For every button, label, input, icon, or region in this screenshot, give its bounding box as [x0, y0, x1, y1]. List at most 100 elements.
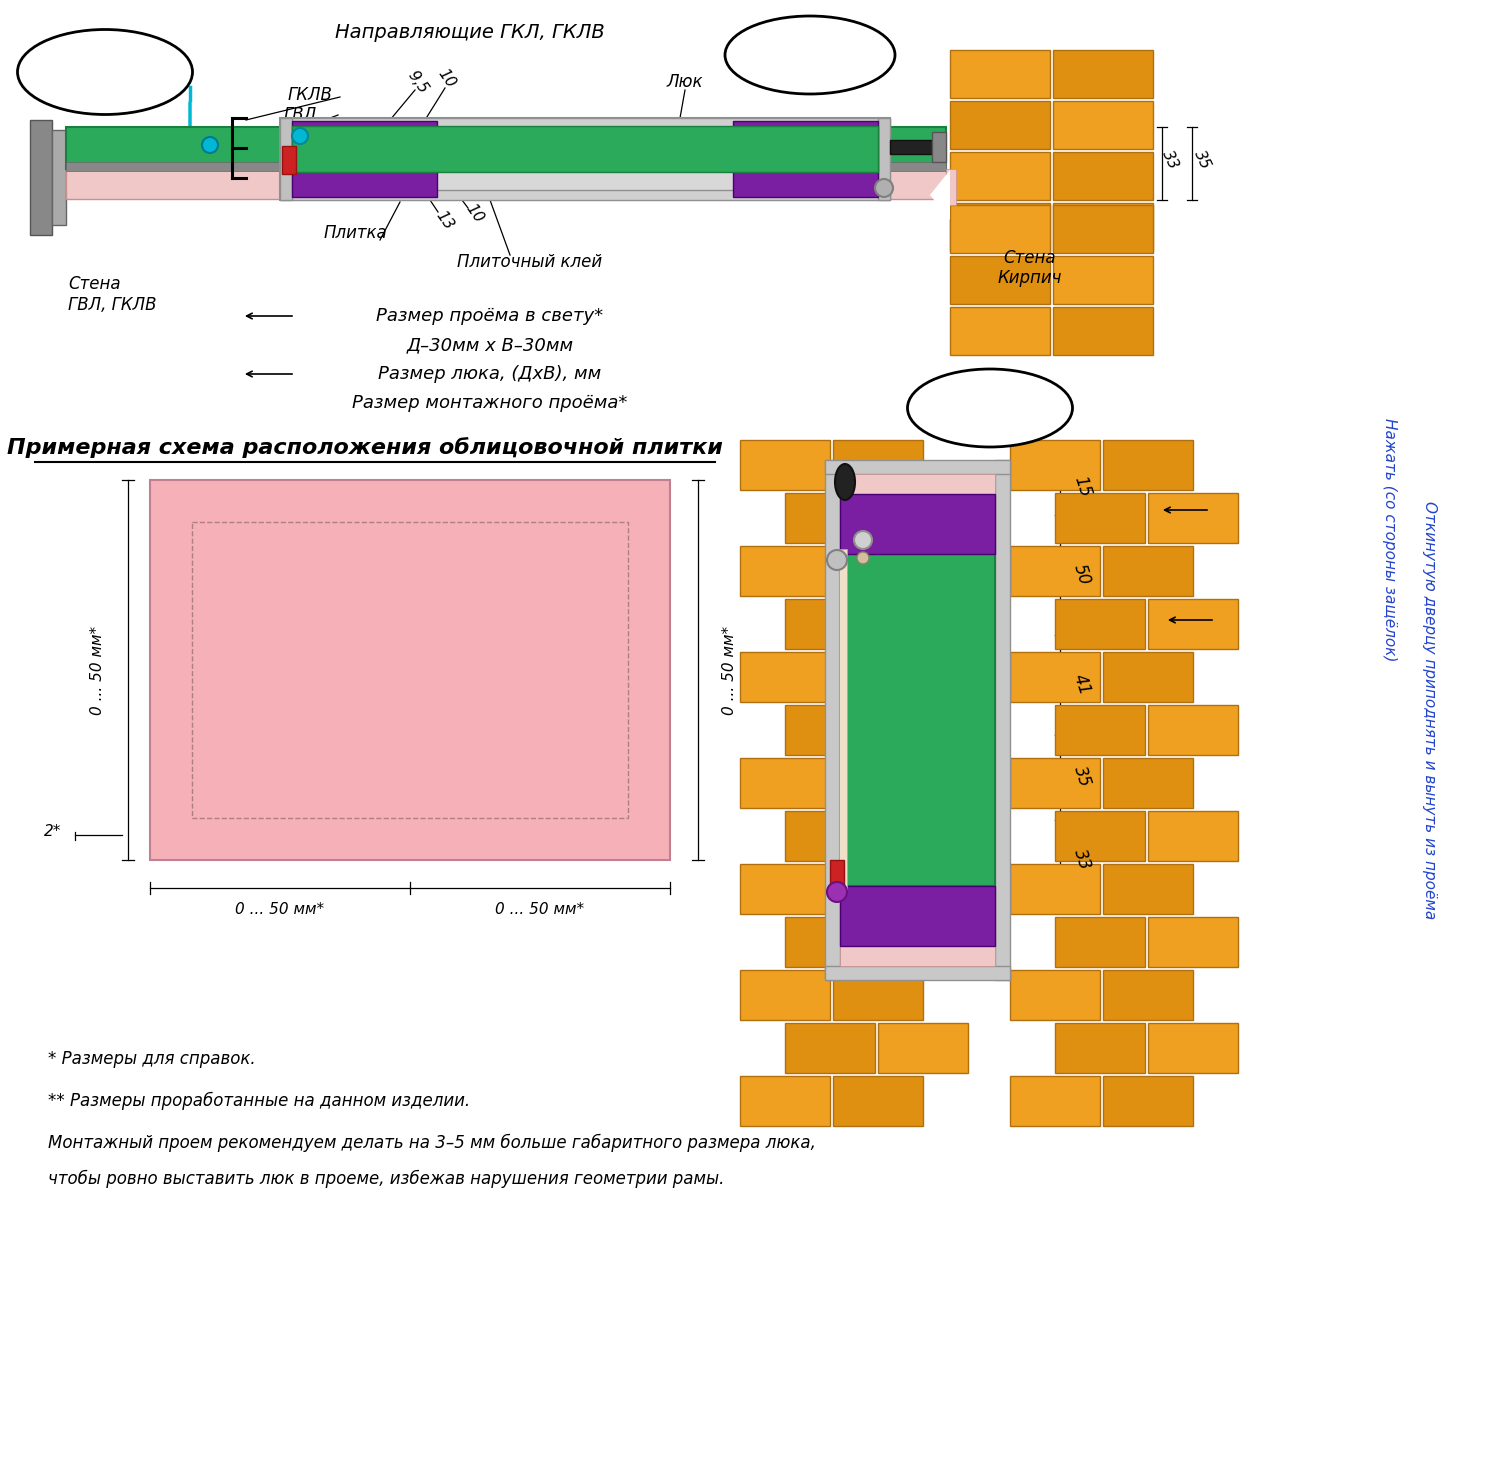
Text: 10: 10	[435, 66, 459, 91]
Text: Монтажный проем рекомендуем делать на 3–5 мм больше габаритного размера люка,: Монтажный проем рекомендуем делать на 3–…	[48, 1135, 816, 1152]
Text: Размер проёма в свету*: Размер проёма в свету*	[376, 307, 603, 325]
Bar	[825, 966, 1010, 979]
Bar	[192, 523, 628, 818]
Bar	[282, 146, 296, 174]
Text: 10: 10	[464, 201, 486, 225]
Text: Плиточный клей: Плиточный клей	[458, 253, 603, 271]
Bar	[950, 203, 1050, 250]
Bar	[878, 811, 968, 861]
Bar	[784, 706, 874, 755]
Bar	[1054, 706, 1144, 755]
Text: ГВЛ: ГВЛ	[284, 105, 316, 124]
Bar	[825, 460, 1010, 979]
Polygon shape	[930, 170, 950, 220]
Text: Откинутую дверцу приподнять и вынуть из проёма: Откинутую дверцу приподнять и вынуть из …	[1422, 501, 1437, 919]
Bar	[1010, 971, 1100, 1020]
Ellipse shape	[18, 29, 192, 114]
Bar	[878, 1023, 968, 1073]
Bar	[833, 1076, 922, 1126]
Text: 13: 13	[433, 208, 456, 233]
Bar	[833, 441, 922, 490]
Bar	[840, 493, 995, 553]
Text: Размер люка, (ДхВ), мм: Размер люка, (ДхВ), мм	[378, 365, 602, 384]
Text: 9,5: 9,5	[405, 67, 430, 97]
Bar	[1053, 256, 1154, 305]
Bar	[280, 190, 890, 201]
Text: Примерная схема расположения облицовочной плитки: Примерная схема расположения облицовочно…	[8, 438, 723, 458]
Text: Направляющие ГКЛ, ГКЛВ: Направляющие ГКЛ, ГКЛВ	[334, 22, 604, 41]
Bar	[1148, 916, 1238, 968]
Bar	[950, 307, 1050, 354]
Bar	[1148, 1023, 1238, 1073]
Ellipse shape	[908, 369, 1072, 447]
Bar	[740, 441, 830, 490]
Bar	[784, 916, 874, 968]
Text: 50: 50	[1070, 562, 1094, 589]
Bar	[1053, 101, 1154, 149]
Bar	[150, 480, 670, 859]
Bar	[1148, 706, 1238, 755]
Bar	[280, 119, 292, 201]
Text: Нажать (со стороны защёлок): Нажать (со стороны защёлок)	[1383, 419, 1398, 662]
Bar	[1010, 864, 1100, 914]
Bar	[890, 141, 945, 154]
Circle shape	[856, 552, 868, 564]
Text: чтобы ровно выставить люк в проеме, избежав нарушения геометрии рамы.: чтобы ровно выставить люк в проеме, избе…	[48, 1170, 724, 1189]
Bar	[825, 460, 840, 979]
Bar	[1102, 971, 1192, 1020]
Bar	[1053, 203, 1154, 250]
Bar	[833, 546, 922, 596]
Bar	[734, 122, 878, 198]
Bar	[30, 120, 52, 236]
Ellipse shape	[836, 464, 855, 501]
Text: 33: 33	[1160, 148, 1180, 171]
Text: 0 ... 50 мм*: 0 ... 50 мм*	[90, 625, 105, 714]
Bar	[1053, 307, 1154, 354]
Text: 15: 15	[1070, 474, 1094, 499]
Text: Д–30мм х В–30мм: Д–30мм х В–30мм	[406, 337, 573, 354]
Bar	[740, 971, 830, 1020]
Bar	[1054, 1023, 1144, 1073]
Bar	[833, 651, 922, 703]
Circle shape	[827, 550, 848, 569]
Bar	[833, 971, 922, 1020]
Text: 2*: 2*	[45, 824, 62, 839]
Bar	[950, 256, 1050, 305]
Bar	[280, 119, 890, 127]
Bar	[1054, 599, 1144, 649]
Bar	[1102, 546, 1192, 596]
Bar	[878, 916, 968, 968]
Bar	[1102, 758, 1192, 808]
Bar	[1148, 599, 1238, 649]
Bar	[950, 152, 1050, 201]
Bar	[840, 946, 995, 966]
Text: 35: 35	[1070, 764, 1094, 791]
Text: 35: 35	[1191, 148, 1214, 171]
Circle shape	[292, 127, 308, 143]
Text: 0 ... 50 мм*: 0 ... 50 мм*	[723, 625, 738, 714]
Bar	[950, 101, 1050, 149]
Bar	[1054, 916, 1144, 968]
Bar	[830, 859, 844, 890]
Bar	[740, 864, 830, 914]
Text: Плитка: Плитка	[322, 224, 387, 242]
Bar	[280, 119, 890, 201]
Bar	[878, 493, 968, 543]
Text: ГКЛВ: ГКЛВ	[288, 86, 333, 104]
Text: 33: 33	[1070, 848, 1094, 873]
Text: 0 ... 50 мм*: 0 ... 50 мм*	[495, 902, 585, 918]
Bar	[53, 130, 66, 225]
Bar	[946, 168, 956, 205]
Bar	[825, 460, 1010, 474]
Bar	[833, 864, 922, 914]
Text: Вар. В: Вар. В	[956, 398, 1024, 419]
Text: ** Размеры проработанные на данном изделии.: ** Размеры проработанные на данном издел…	[48, 1092, 470, 1110]
Circle shape	[827, 881, 848, 902]
Bar	[839, 549, 848, 892]
Bar	[1053, 152, 1154, 201]
Bar	[840, 553, 995, 886]
Bar	[784, 493, 874, 543]
Bar	[1102, 441, 1192, 490]
Circle shape	[853, 531, 871, 549]
Bar	[66, 127, 946, 168]
